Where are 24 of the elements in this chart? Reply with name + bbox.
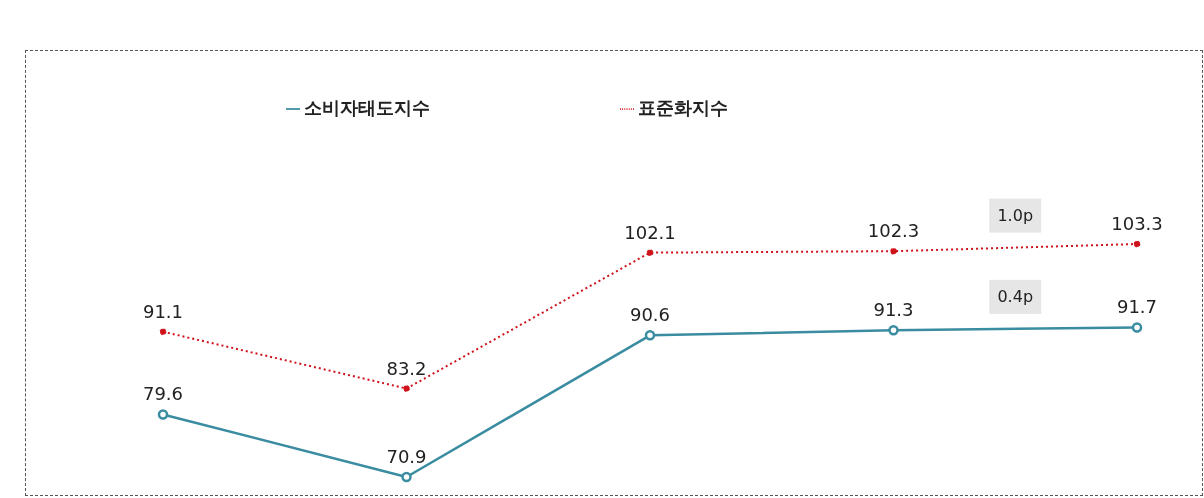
point (157, 409, 169, 420)
data-label: 91.1 (142, 300, 184, 322)
annotation: 0.4p (997, 287, 1034, 307)
data-label: 102.3 (867, 220, 920, 242)
point (403, 385, 410, 393)
point (1131, 322, 1143, 333)
data-label: 83.2 (386, 357, 427, 379)
legend-label: 소비자태도지수 (304, 97, 430, 118)
data-label: 91.7 (1116, 296, 1158, 318)
point (890, 247, 897, 255)
point (646, 249, 654, 257)
data-label: 103.3 (1111, 213, 1163, 234)
point (644, 330, 656, 341)
point (159, 328, 167, 336)
point (888, 325, 899, 336)
point (401, 471, 412, 483)
data-label: 90.6 (629, 304, 671, 326)
data-label: 70.9 (386, 446, 427, 467)
data-label: 79.6 (142, 383, 184, 405)
legend-label: 표준화지수 (638, 97, 728, 118)
data-label: 102.1 (624, 221, 676, 243)
point (1133, 240, 1141, 248)
text: 1.0p (997, 206, 1034, 226)
data-label: 91.3 (873, 299, 914, 321)
